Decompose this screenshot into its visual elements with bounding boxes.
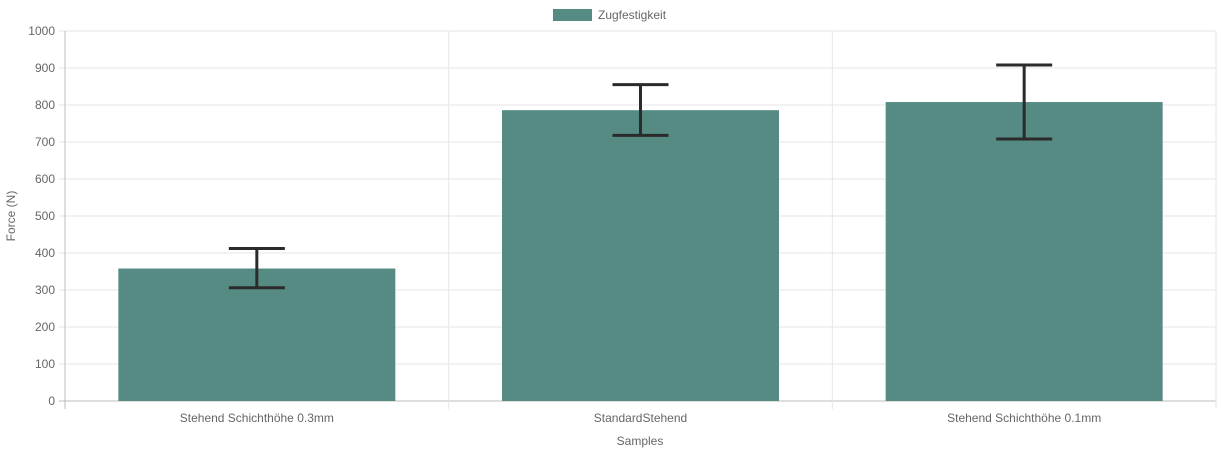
error-bar (996, 63, 1053, 141)
bars (118, 102, 1163, 402)
bar[interactable] (118, 268, 396, 401)
y-tick-label: 0 (48, 394, 55, 408)
x-axis-title: Samples (617, 434, 664, 448)
y-tick-label: 700 (35, 135, 55, 149)
x-tick-label: StandardStehend (594, 411, 687, 425)
error-bar (228, 247, 285, 290)
y-tick-label: 500 (35, 209, 55, 223)
bar[interactable] (885, 102, 1163, 401)
legend[interactable]: Zugfestigkeit (553, 8, 667, 22)
y-tick-label: 600 (35, 172, 55, 186)
error-bars (228, 63, 1053, 290)
y-tick-label: 200 (35, 320, 55, 334)
bar[interactable] (502, 110, 779, 402)
y-axis-ticks: 0 100 200 300 400 500 600 700 800 900 1000 (28, 24, 55, 408)
y-tick-label: 400 (35, 246, 55, 260)
x-tick-label: Stehend Schichthöhe 0.1mm (947, 411, 1101, 425)
y-tick-label: 100 (35, 357, 55, 371)
x-tick-label: Stehend Schichthöhe 0.3mm (180, 411, 334, 425)
y-tick-label: 900 (35, 61, 55, 75)
y-tick-label: 800 (35, 98, 55, 112)
x-axis-ticks: Stehend Schichthöhe 0.3mm StandardStehend… (180, 411, 1101, 425)
y-axis-title: Force (N) (4, 191, 18, 242)
legend-label: Zugfestigkeit (598, 8, 667, 22)
y-tick-label: 300 (35, 283, 55, 297)
y-tick-label: 1000 (28, 24, 55, 38)
legend-swatch (553, 9, 592, 21)
error-bar (612, 83, 669, 137)
